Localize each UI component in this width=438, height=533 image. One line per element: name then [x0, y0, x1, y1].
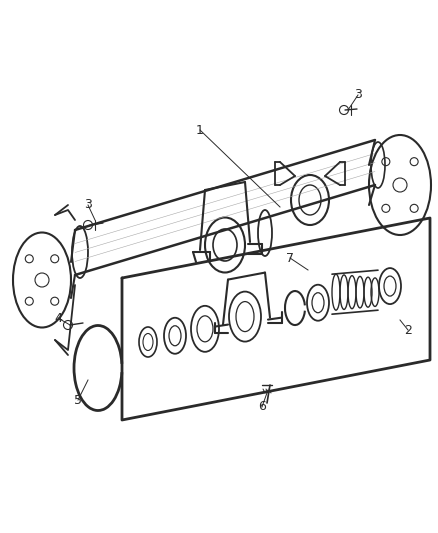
Text: 7: 7: [286, 252, 294, 264]
Text: 2: 2: [404, 324, 412, 336]
Text: 6: 6: [258, 400, 266, 414]
Text: 3: 3: [84, 198, 92, 212]
Text: 1: 1: [196, 124, 204, 136]
Text: 3: 3: [354, 88, 362, 101]
Text: 5: 5: [74, 393, 82, 407]
Text: 4: 4: [54, 311, 62, 325]
